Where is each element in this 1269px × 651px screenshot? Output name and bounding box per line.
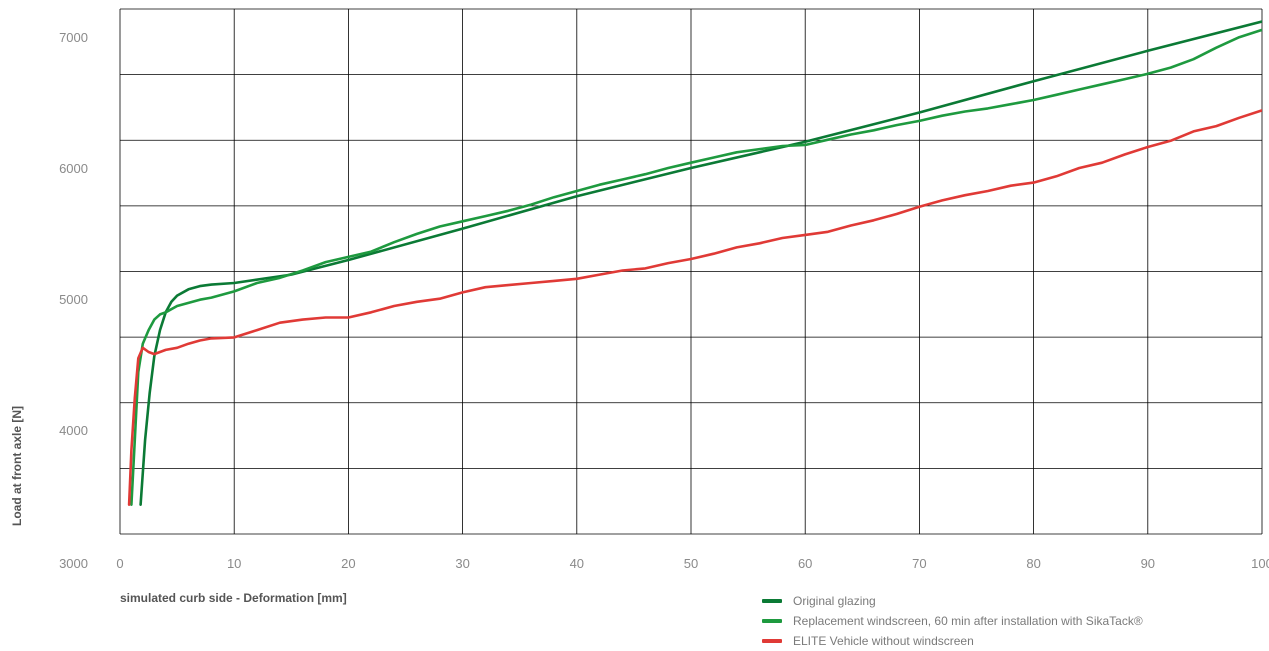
- chart: 0 10 20 30 40 50 60 70 80 90 100 3000 4000 5000 6000 7…: [10, 8, 1269, 571]
- x-tick-label: 60: [798, 556, 812, 571]
- x-tick-label: 90: [1141, 556, 1155, 571]
- y-tick-label: 4000: [59, 423, 88, 438]
- legend-item-original-glazing: Original glazing: [762, 591, 1143, 611]
- x-tick-label: 100: [1251, 556, 1269, 571]
- legend-label: Replacement windscreen, 60 min after ins…: [793, 614, 1143, 628]
- x-tick-label: 80: [1026, 556, 1040, 571]
- legend-item-replacement-windscreen: Replacement windscreen, 60 min after ins…: [762, 611, 1143, 631]
- x-tick-label: 40: [570, 556, 584, 571]
- legend-item-without-windscreen: ELITE Vehicle without windscreen: [762, 631, 1143, 651]
- x-tick-label: 30: [455, 556, 469, 571]
- x-axis-label: simulated curb side - Deformation [mm]: [120, 591, 347, 605]
- series-line-without-windscreen: [127, 109, 1262, 506]
- grid: [119, 8, 1263, 535]
- legend-swatch: [762, 639, 782, 643]
- x-tick-labels: 0 10 20 30 40 50 60 70 80 90 100: [116, 556, 1269, 571]
- legend-swatch: [762, 619, 782, 623]
- y-axis-label: Load at front axle [N]: [10, 406, 24, 526]
- legend-label: ELITE Vehicle without windscreen: [793, 634, 974, 648]
- legend: Original glazing Replacement windscreen,…: [762, 591, 1143, 651]
- x-tick-label: 20: [341, 556, 355, 571]
- series-line-original-glazing: [139, 20, 1262, 506]
- y-tick-label: 6000: [59, 161, 88, 176]
- y-tick-label: 7000: [59, 30, 88, 45]
- x-tick-label: 70: [912, 556, 926, 571]
- y-tick-labels: 3000 4000 5000 6000 7000: [59, 30, 88, 571]
- series-line-replacement-windscreen: [130, 28, 1262, 506]
- legend-swatch: [762, 599, 782, 603]
- series-group: [127, 20, 1262, 506]
- y-tick-label: 5000: [59, 292, 88, 307]
- x-tick-label: 0: [116, 556, 123, 571]
- y-tick-label: 3000: [59, 556, 88, 571]
- legend-label: Original glazing: [793, 594, 876, 608]
- x-tick-label: 10: [227, 556, 241, 571]
- x-tick-label: 50: [684, 556, 698, 571]
